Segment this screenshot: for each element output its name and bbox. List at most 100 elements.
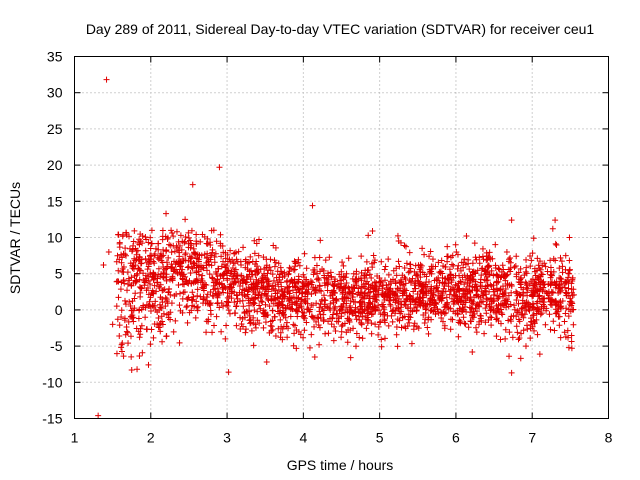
- data-point: [136, 276, 143, 283]
- data-point: [124, 287, 131, 294]
- data-point: [502, 277, 509, 284]
- data-point: [417, 264, 424, 271]
- data-point: [155, 314, 162, 321]
- data-point: [134, 270, 141, 277]
- data-point: [129, 315, 136, 322]
- outlier-point: [508, 217, 515, 224]
- data-point: [323, 275, 330, 282]
- data-point: [530, 285, 537, 292]
- data-point: [204, 250, 211, 257]
- data-point: [301, 312, 308, 319]
- data-point: [401, 264, 408, 271]
- data-point: [214, 276, 221, 283]
- data-point: [184, 302, 191, 309]
- data-point: [256, 236, 263, 243]
- data-point: [128, 282, 135, 289]
- data-point: [459, 287, 466, 294]
- outlier-point: [163, 210, 170, 217]
- data-point: [520, 327, 527, 334]
- outlier-point: [145, 361, 152, 368]
- data-point: [407, 293, 414, 300]
- data-point: [424, 324, 431, 331]
- data-point: [526, 301, 533, 308]
- data-point: [145, 291, 152, 298]
- data-point: [402, 298, 409, 305]
- data-point: [356, 316, 363, 323]
- data-point: [119, 254, 126, 261]
- data-point: [428, 316, 435, 323]
- data-point: [564, 327, 571, 334]
- data-point: [115, 294, 122, 301]
- data-point: [167, 242, 174, 249]
- data-point: [465, 256, 472, 263]
- x-tick-label: 8: [605, 430, 613, 446]
- data-point: [569, 276, 576, 283]
- data-point: [209, 246, 216, 253]
- data-point: [284, 334, 291, 341]
- data-point: [224, 251, 231, 258]
- data-point: [336, 285, 343, 292]
- data-point: [257, 305, 264, 312]
- data-point: [365, 304, 372, 311]
- data-point: [177, 232, 184, 239]
- data-point: [492, 310, 499, 317]
- data-point: [171, 248, 178, 255]
- data-point: [515, 300, 522, 307]
- data-point: [564, 278, 571, 285]
- data-point: [408, 340, 415, 347]
- y-tick-label: 5: [55, 266, 63, 282]
- data-point: [173, 259, 180, 266]
- data-point: [562, 333, 569, 340]
- data-point: [231, 260, 238, 267]
- data-point: [553, 309, 560, 316]
- data-point: [254, 317, 261, 324]
- data-point: [251, 250, 258, 257]
- data-point: [250, 301, 257, 308]
- data-point: [240, 244, 247, 251]
- data-point: [406, 296, 413, 303]
- data-point: [222, 264, 229, 271]
- data-point: [325, 279, 332, 286]
- data-point: [547, 271, 554, 278]
- data-point: [437, 308, 444, 315]
- data-point: [425, 330, 432, 337]
- data-point: [140, 302, 147, 309]
- data-point: [321, 272, 328, 279]
- data-point: [242, 329, 249, 336]
- data-point: [269, 307, 276, 314]
- data-point: [370, 304, 377, 311]
- data-point: [551, 298, 558, 305]
- data-point: [325, 330, 332, 337]
- data-point: [477, 282, 484, 289]
- data-point: [202, 281, 209, 288]
- data-point: [357, 310, 364, 317]
- data-point: [119, 340, 126, 347]
- data-point: [457, 267, 464, 274]
- data-point: [187, 258, 194, 265]
- data-point: [317, 300, 324, 307]
- data-point: [132, 290, 139, 297]
- data-point: [193, 267, 200, 274]
- data-point: [186, 253, 193, 260]
- data-point: [377, 279, 384, 286]
- data-point: [125, 340, 132, 347]
- data-point: [264, 270, 271, 277]
- data-point: [360, 295, 367, 302]
- data-point: [557, 287, 564, 294]
- data-point: [442, 309, 449, 316]
- data-point: [170, 328, 177, 335]
- data-point: [353, 316, 360, 323]
- data-point: [233, 303, 240, 310]
- data-point: [128, 307, 135, 314]
- data-point: [149, 274, 156, 281]
- data-point: [165, 289, 172, 296]
- data-point: [193, 277, 200, 284]
- data-point: [184, 296, 191, 303]
- data-point: [216, 304, 223, 311]
- data-point: [179, 266, 186, 273]
- data-point: [268, 286, 275, 293]
- data-point: [357, 298, 364, 305]
- data-point: [269, 282, 276, 289]
- data-point: [382, 263, 389, 270]
- data-point: [483, 301, 490, 308]
